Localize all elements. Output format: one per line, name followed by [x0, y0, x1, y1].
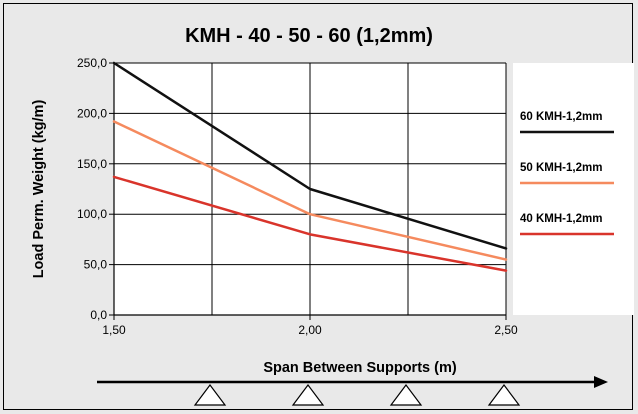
- chart-title: KMH - 40 - 50 - 60 (1,2mm): [185, 25, 433, 47]
- legend-label: 40 KMH-1,2mm: [520, 213, 602, 225]
- y-tick-label: 200,0: [77, 106, 107, 120]
- supports-illustration: [97, 376, 608, 406]
- legend: 60 KMH-1,2mm 50 KMH-1,2mm 40 KMH-1,2mm: [520, 111, 614, 236]
- y-tick-label: 100,0: [77, 207, 107, 221]
- y-axis-label: Load Perm. Weight (kg/m): [31, 100, 47, 279]
- span-arrow-head: [594, 376, 608, 388]
- x-axis-label: Span Between Supports (m): [263, 360, 457, 376]
- series-lines: [112, 61, 508, 272]
- legend-label: 60 KMH-1,2mm: [520, 111, 602, 123]
- support-triangle: [487, 384, 521, 406]
- support-triangle: [389, 384, 423, 406]
- x-tick-label: 2,50: [494, 323, 518, 337]
- chart-frame: KMH - 40 - 50 - 60 (1,2mm) 0,0 50,0 100,0 1…: [3, 3, 634, 410]
- support-triangle: [291, 384, 325, 406]
- y-tick-label: 150,0: [77, 157, 107, 171]
- line-chart: KMH - 40 - 50 - 60 (1,2mm) 0,0 50,0 100,0 1…: [31, 25, 634, 406]
- x-tick-label: 1,50: [102, 323, 126, 337]
- y-tick-label: 0,0: [90, 308, 107, 322]
- y-tick-label: 250,0: [77, 56, 107, 70]
- support-triangle: [193, 384, 227, 406]
- legend-label: 50 KMH-1,2mm: [520, 162, 602, 174]
- y-tick-label: 50,0: [84, 258, 108, 272]
- series-line: [112, 61, 508, 250]
- series-line: [112, 175, 508, 272]
- x-tick-label: 2,00: [298, 323, 322, 337]
- legend-box: [513, 63, 634, 315]
- series-line: [112, 120, 508, 261]
- tick-labels: 0,0 50,0 100,0 150,0 200,0 250,0 1,50 2,00 2,50: [77, 56, 518, 337]
- axes: [109, 62, 507, 320]
